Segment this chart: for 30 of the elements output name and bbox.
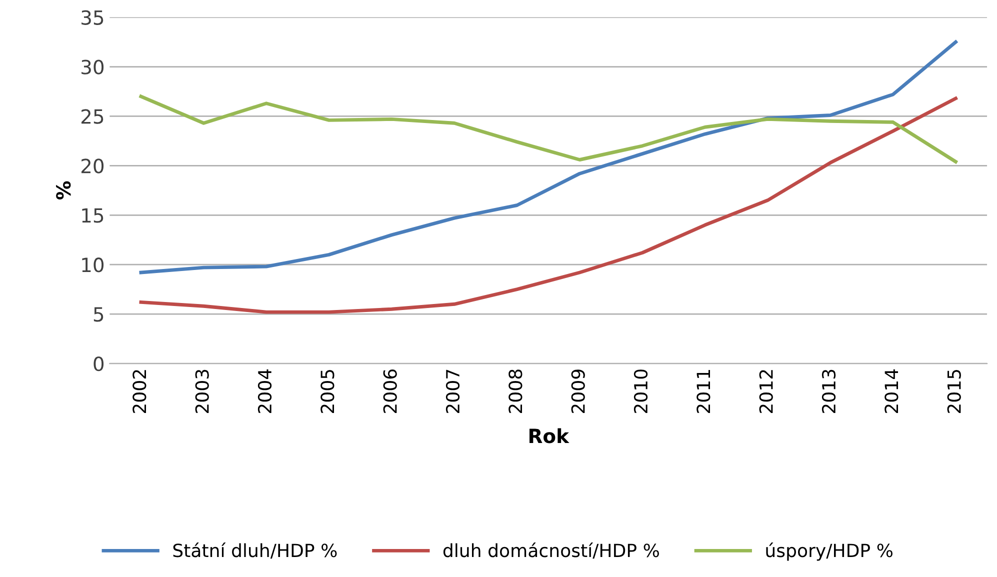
line-series [139, 94, 958, 164]
x-tick-label: 2010 [634, 370, 648, 413]
x-tick-label: 2009 [571, 370, 585, 413]
y-tick-label: 15 [82, 208, 104, 223]
x-tick-label: 2013 [822, 370, 836, 413]
legend-label: úspory/HDP % [766, 542, 892, 561]
x-tick-label: 2005 [320, 370, 334, 413]
y-tick-label: 5 [94, 307, 104, 322]
x-tick-label: 2003 [195, 370, 209, 413]
x-tick-label: 2011 [696, 370, 710, 413]
x-tick-label: 2002 [132, 370, 146, 413]
line-series [139, 40, 958, 274]
y-axis-title: % [56, 181, 71, 200]
x-tick-label: 2015 [947, 370, 961, 413]
line-series [139, 96, 958, 314]
y-tick-label: 0 [94, 356, 104, 372]
y-tick-label: 10 [82, 258, 104, 272]
y-tick-label: 30 [82, 60, 104, 74]
x-tick-label: 2004 [258, 369, 272, 413]
x-axis-title: Rok [530, 428, 570, 444]
x-tick-label: 2012 [759, 370, 773, 413]
y-tick-label: 25 [81, 109, 104, 124]
x-tick-label: 2007 [446, 370, 460, 413]
x-tick-label: 2008 [508, 370, 522, 413]
legend-label: Státní dluh/HDP % [173, 542, 337, 559]
y-tick-label: 35 [82, 10, 104, 25]
x-tick-label: 2006 [383, 370, 397, 413]
x-tick-label: 2014 [884, 369, 898, 413]
y-tick-label: 20 [81, 158, 104, 174]
legend-label: dluh domácností/HDP % [443, 542, 659, 559]
